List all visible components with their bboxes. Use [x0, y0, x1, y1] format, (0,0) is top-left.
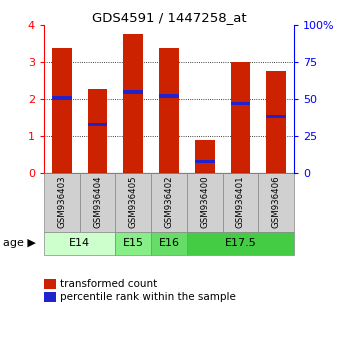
- Bar: [195, 160, 215, 163]
- Bar: [80, 172, 115, 232]
- Text: E17.5: E17.5: [224, 238, 256, 248]
- Bar: [151, 172, 187, 232]
- Bar: [52, 96, 72, 100]
- Bar: [44, 232, 115, 255]
- Text: E15: E15: [123, 238, 144, 248]
- Bar: [159, 94, 179, 98]
- Bar: [187, 172, 223, 232]
- Text: GSM936404: GSM936404: [93, 176, 102, 228]
- Text: age ▶: age ▶: [3, 238, 36, 248]
- Bar: [159, 48, 179, 172]
- Text: GSM936406: GSM936406: [272, 176, 281, 228]
- Bar: [88, 123, 107, 126]
- Text: GSM936402: GSM936402: [165, 176, 173, 228]
- Title: GDS4591 / 1447258_at: GDS4591 / 1447258_at: [92, 11, 246, 24]
- Text: transformed count: transformed count: [60, 279, 158, 289]
- Bar: [123, 90, 143, 94]
- Text: GSM936405: GSM936405: [129, 176, 138, 228]
- Text: E16: E16: [159, 238, 179, 248]
- Text: GSM936403: GSM936403: [57, 176, 66, 228]
- Bar: [231, 62, 250, 172]
- Text: percentile rank within the sample: percentile rank within the sample: [60, 292, 236, 302]
- Bar: [187, 232, 294, 255]
- Text: E14: E14: [69, 238, 90, 248]
- Text: GSM936400: GSM936400: [200, 176, 209, 228]
- Bar: [52, 48, 72, 172]
- Bar: [88, 90, 107, 172]
- Text: GSM936401: GSM936401: [236, 176, 245, 228]
- Bar: [258, 172, 294, 232]
- Bar: [266, 71, 286, 172]
- Bar: [44, 172, 80, 232]
- Bar: [123, 34, 143, 172]
- Bar: [115, 232, 151, 255]
- Bar: [231, 102, 250, 105]
- Bar: [195, 140, 215, 172]
- Bar: [266, 115, 286, 118]
- Bar: [115, 172, 151, 232]
- Bar: [151, 232, 187, 255]
- Bar: [223, 172, 258, 232]
